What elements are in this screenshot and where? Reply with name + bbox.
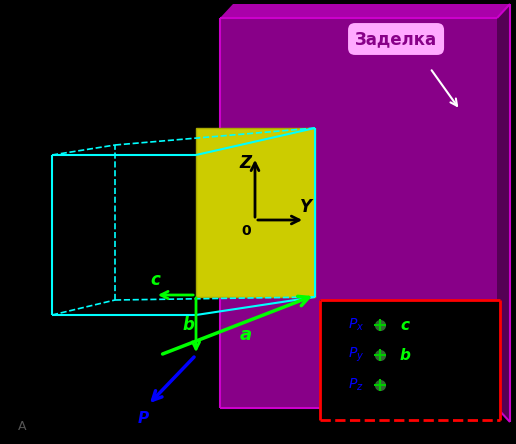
Text: P: P	[138, 411, 149, 426]
Polygon shape	[220, 18, 497, 408]
Text: b: b	[400, 348, 411, 362]
Text: c: c	[150, 271, 160, 289]
Text: $P_z$: $P_z$	[348, 377, 364, 393]
Text: 0: 0	[241, 224, 251, 238]
Polygon shape	[196, 128, 315, 297]
Text: $P_x$: $P_x$	[348, 317, 364, 333]
Text: c: c	[400, 317, 409, 333]
Polygon shape	[220, 4, 510, 18]
Text: Заделка: Заделка	[355, 30, 437, 48]
Text: b: b	[182, 316, 194, 334]
Text: Z: Z	[239, 154, 251, 172]
Text: Y: Y	[300, 198, 312, 216]
Text: a: a	[240, 326, 252, 344]
Bar	[320, 300, 500, 420]
Text: A: A	[18, 420, 26, 433]
Polygon shape	[497, 4, 510, 422]
Text: $P_y$: $P_y$	[348, 346, 364, 364]
